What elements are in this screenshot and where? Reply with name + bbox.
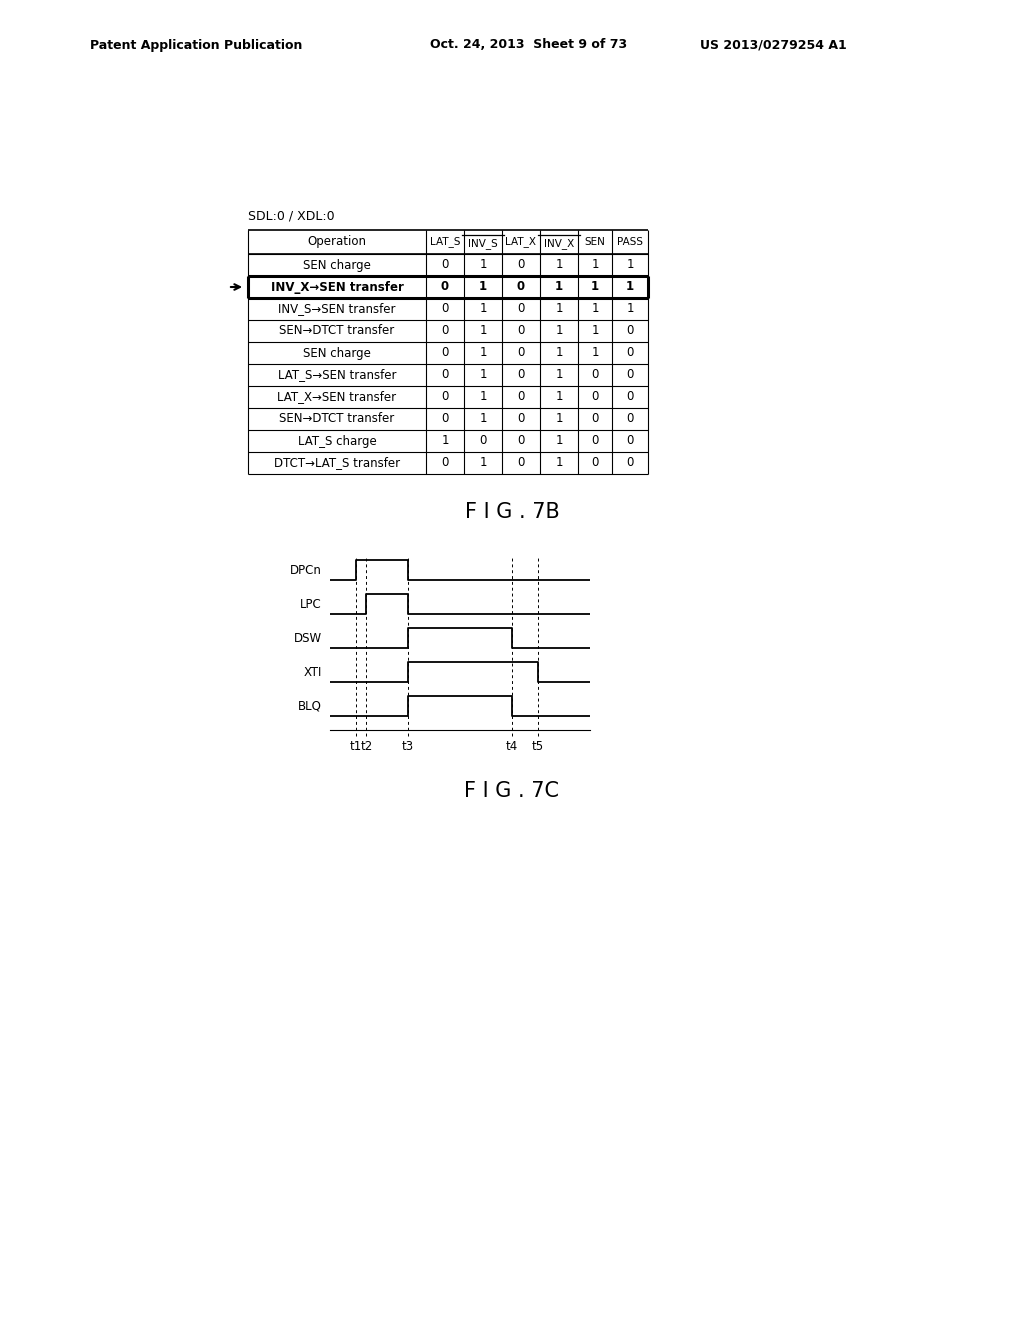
Text: 0: 0 — [441, 412, 449, 425]
Text: 0: 0 — [517, 457, 524, 470]
Text: F I G . 7C: F I G . 7C — [465, 781, 559, 801]
Text: 1: 1 — [555, 259, 563, 272]
Text: 0: 0 — [517, 434, 524, 447]
Text: 0: 0 — [591, 391, 599, 404]
Text: BLQ: BLQ — [298, 700, 322, 713]
Text: DSW: DSW — [294, 631, 322, 644]
Text: SEN charge: SEN charge — [303, 259, 371, 272]
Text: 0: 0 — [627, 457, 634, 470]
Text: 1: 1 — [591, 325, 599, 338]
Text: 0: 0 — [627, 391, 634, 404]
Text: 0: 0 — [517, 368, 524, 381]
Text: LAT_X→SEN transfer: LAT_X→SEN transfer — [278, 391, 396, 404]
Text: 1: 1 — [591, 281, 599, 293]
Text: 1: 1 — [555, 281, 563, 293]
Text: 1: 1 — [591, 302, 599, 315]
Text: Operation: Operation — [307, 235, 367, 248]
Text: INV_X→SEN transfer: INV_X→SEN transfer — [270, 281, 403, 293]
Text: 0: 0 — [441, 325, 449, 338]
Text: SEN: SEN — [585, 238, 605, 247]
Text: 0: 0 — [517, 346, 524, 359]
Text: Patent Application Publication: Patent Application Publication — [90, 38, 302, 51]
Text: 1: 1 — [479, 457, 486, 470]
Text: 1: 1 — [555, 325, 563, 338]
Text: t5: t5 — [531, 739, 544, 752]
Text: LAT_X: LAT_X — [506, 236, 537, 247]
Text: 0: 0 — [627, 368, 634, 381]
Text: 1: 1 — [627, 259, 634, 272]
Text: US 2013/0279254 A1: US 2013/0279254 A1 — [700, 38, 847, 51]
Text: SDL:0 / XDL:0: SDL:0 / XDL:0 — [248, 210, 335, 223]
Text: 0: 0 — [627, 412, 634, 425]
Text: 0: 0 — [517, 325, 524, 338]
Text: 0: 0 — [591, 457, 599, 470]
Text: 0: 0 — [441, 391, 449, 404]
Text: 0: 0 — [441, 457, 449, 470]
Text: INV_S: INV_S — [468, 239, 498, 249]
Text: 1: 1 — [555, 368, 563, 381]
Text: 0: 0 — [441, 259, 449, 272]
Text: 1: 1 — [626, 281, 634, 293]
Text: 0: 0 — [517, 391, 524, 404]
Text: 0: 0 — [479, 434, 486, 447]
Text: 1: 1 — [555, 434, 563, 447]
Text: Oct. 24, 2013  Sheet 9 of 73: Oct. 24, 2013 Sheet 9 of 73 — [430, 38, 627, 51]
Text: t2: t2 — [360, 739, 373, 752]
Text: 0: 0 — [441, 302, 449, 315]
Text: 0: 0 — [517, 412, 524, 425]
Text: 0: 0 — [627, 346, 634, 359]
Text: 1: 1 — [555, 391, 563, 404]
Text: 1: 1 — [479, 302, 486, 315]
Text: 1: 1 — [627, 302, 634, 315]
Text: 0: 0 — [441, 368, 449, 381]
Text: 1: 1 — [479, 325, 486, 338]
Text: 0: 0 — [591, 368, 599, 381]
Text: 1: 1 — [555, 346, 563, 359]
Text: 1: 1 — [555, 457, 563, 470]
Text: 1: 1 — [441, 434, 449, 447]
Text: 1: 1 — [479, 259, 486, 272]
Text: 0: 0 — [441, 346, 449, 359]
Text: SEN→DTCT transfer: SEN→DTCT transfer — [280, 412, 394, 425]
Text: 0: 0 — [441, 281, 450, 293]
Text: 0: 0 — [517, 259, 524, 272]
Text: F I G . 7B: F I G . 7B — [465, 502, 559, 521]
Text: SEN charge: SEN charge — [303, 346, 371, 359]
Text: INV_X: INV_X — [544, 239, 574, 249]
Text: t1: t1 — [350, 739, 362, 752]
Text: 1: 1 — [591, 346, 599, 359]
Text: XTI: XTI — [304, 665, 322, 678]
Text: 1: 1 — [479, 412, 486, 425]
Text: 0: 0 — [591, 434, 599, 447]
Text: 1: 1 — [479, 391, 486, 404]
Text: 1: 1 — [479, 346, 486, 359]
Text: 0: 0 — [591, 412, 599, 425]
Text: 0: 0 — [517, 281, 525, 293]
Text: 0: 0 — [627, 325, 634, 338]
Text: LAT_S charge: LAT_S charge — [298, 434, 377, 447]
Text: 1: 1 — [479, 368, 486, 381]
Text: LPC: LPC — [300, 598, 322, 610]
Text: t3: t3 — [402, 739, 414, 752]
Text: 0: 0 — [517, 302, 524, 315]
Text: 1: 1 — [479, 281, 487, 293]
Text: INV_S→SEN transfer: INV_S→SEN transfer — [279, 302, 395, 315]
Text: SEN→DTCT transfer: SEN→DTCT transfer — [280, 325, 394, 338]
Text: 1: 1 — [591, 259, 599, 272]
Text: 1: 1 — [555, 302, 563, 315]
Text: LAT_S: LAT_S — [430, 236, 460, 247]
Text: 0: 0 — [627, 434, 634, 447]
Text: DPCn: DPCn — [290, 564, 322, 577]
Text: LAT_S→SEN transfer: LAT_S→SEN transfer — [278, 368, 396, 381]
Text: 1: 1 — [555, 412, 563, 425]
Text: DTCT→LAT_S transfer: DTCT→LAT_S transfer — [274, 457, 400, 470]
Text: PASS: PASS — [617, 238, 643, 247]
Text: t4: t4 — [506, 739, 518, 752]
